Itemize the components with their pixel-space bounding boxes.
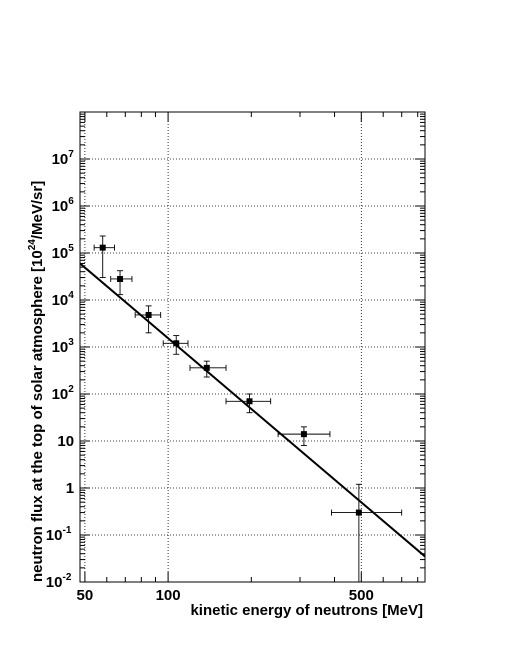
data-point: [277, 426, 331, 447]
y-tick-label-base: 10: [52, 245, 69, 262]
data-point: [162, 335, 189, 355]
y-tick-label-exponent: 6: [68, 196, 74, 207]
x-tick-label: 100: [156, 587, 181, 604]
y-tick-label: 107: [52, 149, 75, 168]
y-tick-label-base: 10: [52, 386, 69, 403]
data-point: [110, 270, 133, 296]
plot-frame: [79, 111, 426, 583]
data-marker: [145, 311, 152, 318]
y-tick-label-exponent: 7: [68, 149, 74, 160]
y-axis-title-main: neutron flux at the top of solar atmosph…: [29, 250, 46, 582]
y-tick-label-exponent: 4: [68, 290, 74, 301]
data-marker: [300, 431, 307, 438]
data-point: [189, 360, 227, 378]
y-tick-label-exponent: 2: [68, 384, 74, 395]
y-tick-label: 106: [52, 196, 75, 215]
y-tick-label-base: 10: [52, 339, 69, 356]
y-tick-label: 10-1: [46, 525, 72, 544]
y-tick-label: 103: [52, 337, 75, 356]
grid-lines: [80, 112, 425, 582]
y-axis-title-unit: /MeV/sr]: [29, 181, 46, 239]
data-marker: [355, 509, 362, 516]
y-tick-label-exponent: 5: [68, 243, 74, 254]
fit-line: [79, 262, 426, 558]
y-tick-label-base: 10: [46, 574, 63, 591]
data-marker: [173, 340, 180, 347]
x-tick-label: 50: [77, 587, 94, 604]
y-tick-label-base: 10: [52, 198, 69, 215]
y-tick-label-exponent: -2: [62, 572, 71, 583]
data-marker: [246, 398, 253, 405]
data-marker: [117, 275, 124, 282]
data-point: [331, 483, 403, 583]
y-tick-label-exponent: 3: [68, 337, 74, 348]
y-axis-title-exp: 24: [27, 239, 38, 251]
x-axis-title: kinetic energy of neutrons [MeV]: [190, 602, 423, 619]
data-points: [93, 235, 403, 583]
y-axis-title: neutron flux at the top of solar atmosph…: [27, 181, 46, 582]
y-tick-label-base: 10: [57, 433, 74, 450]
y-tick-label: 1: [66, 480, 74, 497]
y-tick-label: 10-2: [46, 572, 72, 591]
y-tick-label: 104: [52, 290, 75, 309]
x-tick-labels: 50 100 500: [77, 587, 374, 604]
y-tick-label-base: 10: [46, 527, 63, 544]
data-point: [225, 393, 272, 414]
data-point: [134, 305, 162, 334]
y-tick-label-base: 1: [66, 480, 74, 497]
data-marker: [203, 364, 210, 371]
y-tick-label: 105: [52, 243, 75, 262]
data-point: [93, 235, 115, 279]
y-tick-label: 10: [57, 433, 74, 450]
y-tick-label-base: 10: [52, 151, 69, 168]
data-marker: [99, 244, 106, 251]
y-tick-label-base: 10: [52, 292, 69, 309]
y-tick-label-exponent: -1: [62, 525, 71, 536]
y-tick-label: 102: [52, 384, 75, 403]
x-tick-label: 500: [349, 587, 374, 604]
